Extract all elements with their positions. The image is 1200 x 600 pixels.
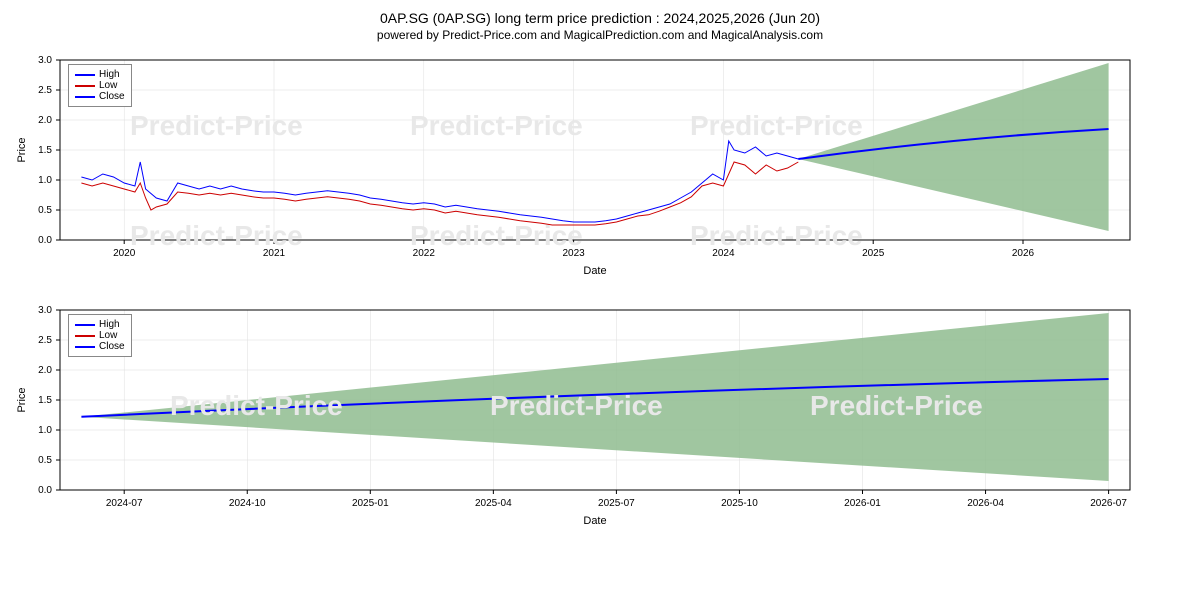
- svg-text:Price: Price: [16, 137, 28, 162]
- svg-text:1.0: 1.0: [38, 175, 52, 186]
- svg-text:Price: Price: [16, 387, 28, 412]
- chart-container: 0AP.SG (0AP.SG) long term price predicti…: [10, 10, 1190, 530]
- svg-text:1.5: 1.5: [38, 145, 52, 156]
- svg-text:0.0: 0.0: [38, 235, 52, 246]
- svg-text:2024-07: 2024-07: [106, 498, 143, 509]
- legend-1: HighLowClose: [68, 64, 132, 107]
- svg-text:2.5: 2.5: [38, 85, 52, 96]
- svg-text:0.5: 0.5: [38, 455, 52, 466]
- legend-item: Close: [75, 91, 125, 102]
- svg-text:0.0: 0.0: [38, 485, 52, 496]
- svg-text:2026-01: 2026-01: [844, 498, 881, 509]
- chart-2-wrapper: 0.0 0.5 1.0 1.5 2.0 2.5 3.0 2024-07 2024-10 2025-…: [10, 300, 1190, 530]
- legend-item: Low: [75, 330, 125, 341]
- svg-text:2025: 2025: [862, 248, 885, 259]
- svg-text:2024: 2024: [712, 248, 735, 259]
- svg-text:2026-04: 2026-04: [967, 498, 1004, 509]
- chart-1-wrapper: 0.0 0.5 1.0 1.5 2.0 2.5 3.0 2020 2021 2022 2023 202…: [10, 50, 1190, 280]
- svg-text:2025-07: 2025-07: [598, 498, 635, 509]
- svg-text:2025-10: 2025-10: [721, 498, 758, 509]
- legend-item: Close: [75, 341, 125, 352]
- legend-item: Low: [75, 80, 125, 91]
- svg-text:2021: 2021: [263, 248, 286, 259]
- legend-item: High: [75, 319, 125, 330]
- svg-text:2.0: 2.0: [38, 365, 52, 376]
- svg-text:3.0: 3.0: [38, 55, 52, 66]
- chart-title: 0AP.SG (0AP.SG) long term price predicti…: [10, 10, 1190, 26]
- legend-2: HighLowClose: [68, 314, 132, 357]
- legend-item: High: [75, 69, 125, 80]
- svg-text:2025-04: 2025-04: [475, 498, 512, 509]
- svg-text:2022: 2022: [413, 248, 436, 259]
- svg-text:2023: 2023: [562, 248, 585, 259]
- svg-text:0.5: 0.5: [38, 205, 52, 216]
- chart-2: 0.0 0.5 1.0 1.5 2.0 2.5 3.0 2024-07 2024-10 2025-…: [10, 300, 1150, 530]
- svg-text:1.0: 1.0: [38, 425, 52, 436]
- svg-text:Date: Date: [583, 515, 606, 527]
- chart-subtitle: powered by Predict-Price.com and Magical…: [10, 28, 1190, 42]
- svg-text:2.5: 2.5: [38, 335, 52, 346]
- svg-text:2.0: 2.0: [38, 115, 52, 126]
- svg-text:3.0: 3.0: [38, 305, 52, 316]
- svg-text:2020: 2020: [113, 248, 136, 259]
- svg-text:1.5: 1.5: [38, 395, 52, 406]
- svg-text:Date: Date: [583, 265, 606, 277]
- svg-text:2024-10: 2024-10: [229, 498, 266, 509]
- svg-text:2025-01: 2025-01: [352, 498, 389, 509]
- svg-text:2026: 2026: [1012, 248, 1035, 259]
- chart-1: 0.0 0.5 1.0 1.5 2.0 2.5 3.0 2020 2021 2022 2023 202…: [10, 50, 1150, 280]
- svg-text:2026-07: 2026-07: [1090, 498, 1127, 509]
